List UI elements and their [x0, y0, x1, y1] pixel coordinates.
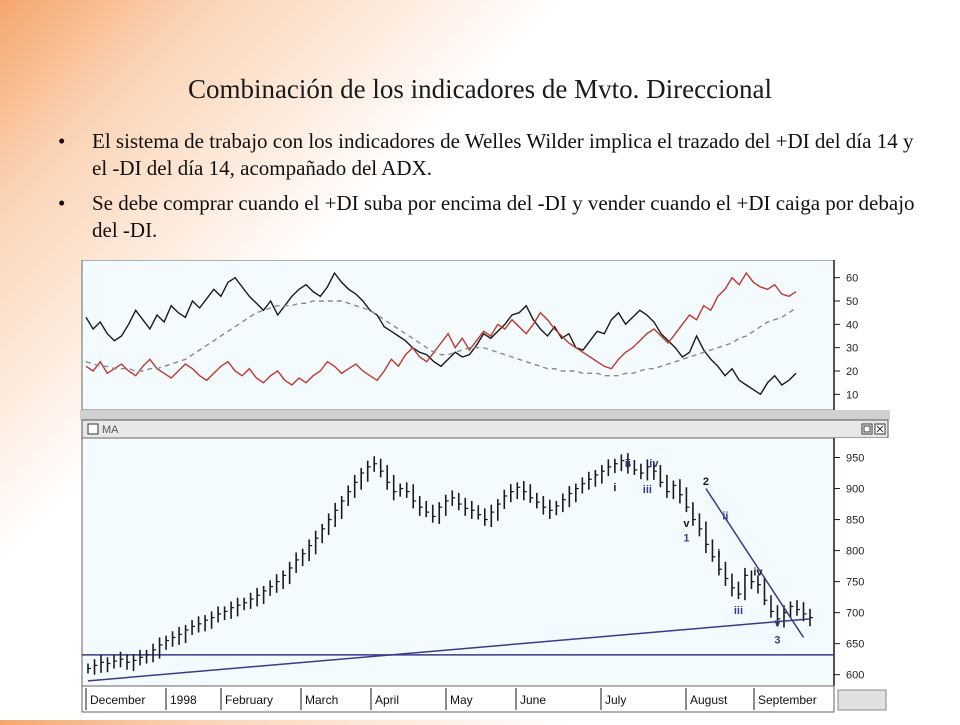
dmi-series	[85, 271, 797, 396]
wave-label: 3	[774, 635, 780, 647]
wave-label: ii	[722, 511, 728, 523]
price-tick-label: 950	[846, 453, 864, 465]
bullet-text: Se debe comprar cuando el +DI suba por e…	[92, 191, 915, 242]
wave-label: 2	[703, 476, 709, 488]
price-tick-label: 850	[846, 515, 864, 527]
dmi-series-line-2	[85, 271, 797, 386]
date-axis-label: February	[225, 693, 273, 707]
wave-label: iii	[643, 484, 652, 496]
panel-separator	[80, 410, 890, 420]
date-axis-label: July	[605, 693, 626, 707]
restore-icon-inner	[863, 425, 871, 433]
bullet-item: • Se debe comprar cuando el +DI suba por…	[58, 190, 928, 244]
date-axis-label: August	[690, 693, 728, 707]
price-tick-label: 700	[846, 608, 864, 620]
dmi-axis-area	[834, 260, 890, 410]
down-trendline	[705, 488, 805, 638]
date-axis-label: December	[90, 693, 145, 707]
wave-label: v	[774, 617, 781, 629]
price-tick-label: 750	[846, 577, 864, 589]
date-axis-label: May	[450, 693, 473, 707]
dmi-tick-label: 60	[846, 273, 858, 285]
price-bars	[87, 453, 813, 675]
dmi-panel	[81, 259, 835, 411]
price-tick-label: 800	[846, 546, 864, 558]
dmi-tick-label: 10	[846, 389, 858, 401]
dmi-series-line-1	[85, 271, 797, 396]
wave-label: iv	[649, 458, 659, 470]
dmi-tick-label: 20	[846, 366, 858, 378]
dmi-series-line-3	[85, 300, 797, 377]
wave-label: i	[613, 482, 616, 494]
bullet-item: • El sistema de trabajo con los indicador…	[58, 128, 928, 182]
restore-icon[interactable]	[861, 423, 873, 435]
dmi-tick-label: 50	[846, 296, 858, 308]
price-axis-area	[834, 438, 890, 686]
chart-svg: 10 20 30 40 50 60 MA 600 650 700 750 800 850 900 950…	[80, 259, 890, 713]
date-axis-label: 1998	[170, 693, 197, 707]
dmi-tick-label: 40	[846, 319, 858, 331]
date-axis-label: June	[520, 693, 546, 707]
bullet-dot: •	[58, 129, 66, 153]
wave-label: iv	[753, 566, 763, 578]
price-tick-label: 900	[846, 484, 864, 496]
long-trendline	[87, 618, 811, 682]
date-axis-label: March	[305, 693, 338, 707]
price-tick-label: 600	[846, 670, 864, 682]
slide-title: Combinación de los indicadores de Mvto. …	[187, 74, 773, 104]
wave-label: i	[717, 548, 720, 560]
date-axis	[81, 685, 835, 713]
bullet-text: El sistema de trabajo con los indicadore…	[92, 129, 914, 180]
price-tick-label: 650	[846, 639, 864, 651]
wave-label: v	[683, 518, 690, 530]
dmi-y-axis: 10 20 30 40 50 60	[834, 273, 858, 401]
chart-screenshot: 10 20 30 40 50 60 MA 600 650 700 750 800 850 900 950…	[80, 259, 890, 720]
date-axis-label: September	[758, 693, 817, 707]
date-axis-label: April	[375, 693, 399, 707]
price-y-axis: 600 650 700 750 800 850 900 950	[834, 453, 864, 682]
bullet-list: • El sistema de trabajo con los indicador…	[58, 128, 928, 252]
ma-window-titlebar	[81, 419, 889, 439]
price-trendlines	[87, 488, 811, 682]
scrollbar[interactable]	[837, 689, 887, 711]
date-axis-labels: December 1998 February March April May June Jul…	[85, 688, 817, 710]
wave-label: 1	[683, 532, 689, 544]
wave-label: ii	[625, 458, 631, 470]
dmi-tick-label: 30	[846, 343, 858, 355]
bullet-dot: •	[58, 191, 66, 215]
window-menu-icon[interactable]	[87, 423, 99, 435]
wave-label: iii	[734, 605, 743, 617]
ma-panel-label: MA	[102, 424, 119, 436]
